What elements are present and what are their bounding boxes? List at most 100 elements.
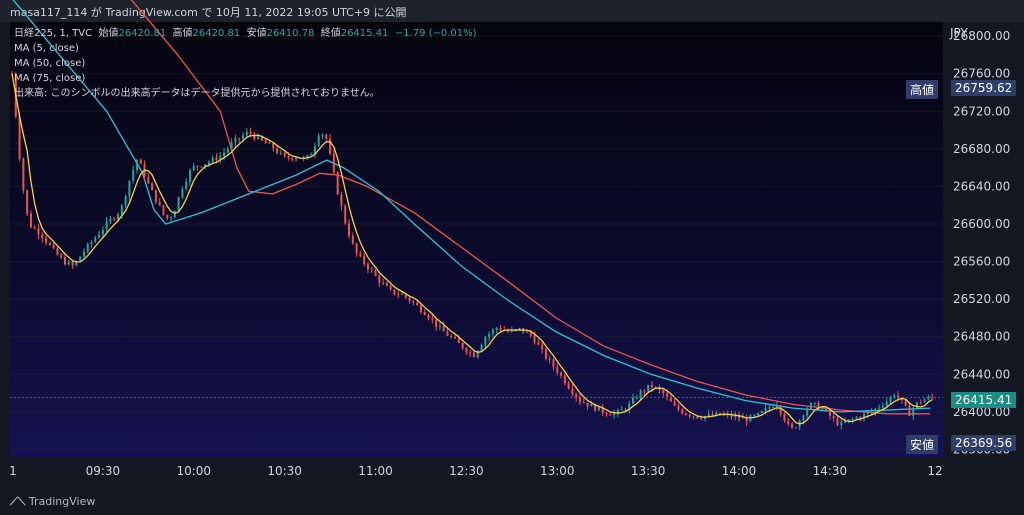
candle-body	[204, 164, 207, 167]
candle-body	[348, 223, 351, 236]
candle-body	[393, 289, 396, 294]
chart-legend: 日経225, 1, TVC 始値26420.81 高値26420.81 安値26…	[14, 26, 477, 101]
candle-body	[488, 333, 491, 338]
candle-body	[192, 165, 195, 171]
candle-body	[802, 415, 805, 421]
legend-ma75[interactable]: MA (75, close)	[14, 73, 86, 84]
candle-body	[60, 254, 63, 258]
candle-body	[609, 414, 612, 416]
candle-body	[359, 253, 362, 256]
candle-body	[715, 412, 718, 416]
candle-body	[419, 305, 422, 312]
candle-body	[628, 403, 631, 411]
candle-body	[832, 415, 835, 419]
candle-body	[332, 153, 335, 173]
candle-body	[177, 196, 180, 212]
candle-body	[75, 261, 78, 266]
candle-body	[382, 282, 385, 284]
candle-body	[325, 134, 328, 139]
candle-body	[787, 420, 790, 424]
candle-body	[461, 342, 464, 349]
candle-body	[537, 342, 540, 345]
candle-body	[260, 136, 263, 141]
candle-body	[329, 138, 332, 154]
candle-body	[26, 190, 29, 214]
candle-body	[563, 375, 566, 384]
candle-body	[132, 169, 135, 181]
price-tick-label: 26560.00	[953, 255, 1010, 269]
candle-body	[351, 235, 354, 244]
candle-body	[41, 234, 44, 239]
candle-body	[423, 311, 426, 315]
candle-body	[287, 156, 290, 159]
candle-body	[552, 359, 555, 367]
candle-body	[476, 350, 479, 358]
candle-body	[794, 427, 797, 429]
candle-body	[783, 413, 786, 421]
candle-body	[874, 408, 877, 412]
candle-body	[135, 159, 138, 170]
candle-body	[366, 263, 369, 270]
candle-body	[313, 145, 316, 155]
candle-body	[245, 131, 248, 136]
tradingview-logo[interactable]: ⟋⟍ TradingView	[10, 495, 95, 509]
candle-body	[185, 181, 188, 189]
candle-body	[855, 417, 858, 419]
candle-body	[158, 201, 161, 206]
candle-body	[408, 297, 411, 302]
high-badge-value: 26759.62	[951, 80, 1017, 96]
candle-body	[817, 402, 820, 410]
candle-body	[480, 344, 483, 351]
candle-body	[809, 403, 812, 409]
candle-body	[927, 396, 930, 400]
candle-body	[317, 135, 320, 146]
candle-body	[124, 196, 127, 206]
bottom-bar	[0, 485, 1024, 515]
candle-body	[465, 348, 468, 353]
candle-body	[707, 413, 710, 417]
candle-body	[120, 205, 123, 215]
candle-body	[457, 338, 460, 343]
candle-body	[567, 383, 570, 389]
legend-ma5[interactable]: MA (5, close)	[14, 43, 79, 54]
candle-body	[620, 409, 623, 411]
candle-body	[495, 327, 498, 330]
candle-body	[86, 243, 89, 252]
candle-body	[840, 422, 843, 426]
legend-volume-note: 出来高: このシンボルの出来高データはデータ提供元から提供されておりません。	[14, 88, 380, 99]
candle-body	[283, 152, 286, 157]
time-tick-label: 14:00	[722, 464, 757, 478]
candle-body	[541, 344, 544, 350]
publish-info: masa117_114 が TradingView.com で 10月 11, …	[10, 6, 407, 19]
chart-area[interactable]	[10, 22, 943, 457]
candle-body	[632, 397, 635, 404]
currency-unit[interactable]: JPY	[950, 26, 968, 40]
candle-body	[279, 152, 282, 154]
legend-ma50[interactable]: MA (50, close)	[14, 58, 86, 69]
time-axis[interactable]	[0, 457, 1024, 485]
candle-body	[241, 135, 244, 139]
legend-ohlc-row: 日経225, 1, TVC 始値26420.81 高値26420.81 安値26…	[14, 26, 477, 41]
candle-body	[268, 142, 271, 144]
price-tick-label: 26760.00	[953, 67, 1010, 81]
candle-body	[779, 405, 782, 414]
ma75-line	[130, 0, 931, 415]
candle-body	[109, 218, 112, 222]
candle-body	[397, 293, 400, 295]
candle-body	[223, 152, 226, 157]
candle-body	[870, 411, 873, 413]
candle-body	[775, 405, 778, 407]
ma50-line	[12, 0, 931, 413]
candle-body	[295, 157, 297, 160]
candle-body	[389, 285, 392, 290]
legend-high: 26420.81	[192, 28, 241, 39]
candle-body	[128, 180, 131, 197]
candle-body	[548, 358, 551, 360]
candle-body	[147, 177, 150, 184]
candle-body	[344, 205, 347, 224]
candle-body	[643, 390, 646, 392]
candle-body	[378, 275, 381, 283]
time-ticks: 1 09:30 10:00 10:30 11:00 12:30 13:00 13:30 14:0…	[9, 464, 942, 478]
candle-body	[677, 405, 680, 410]
